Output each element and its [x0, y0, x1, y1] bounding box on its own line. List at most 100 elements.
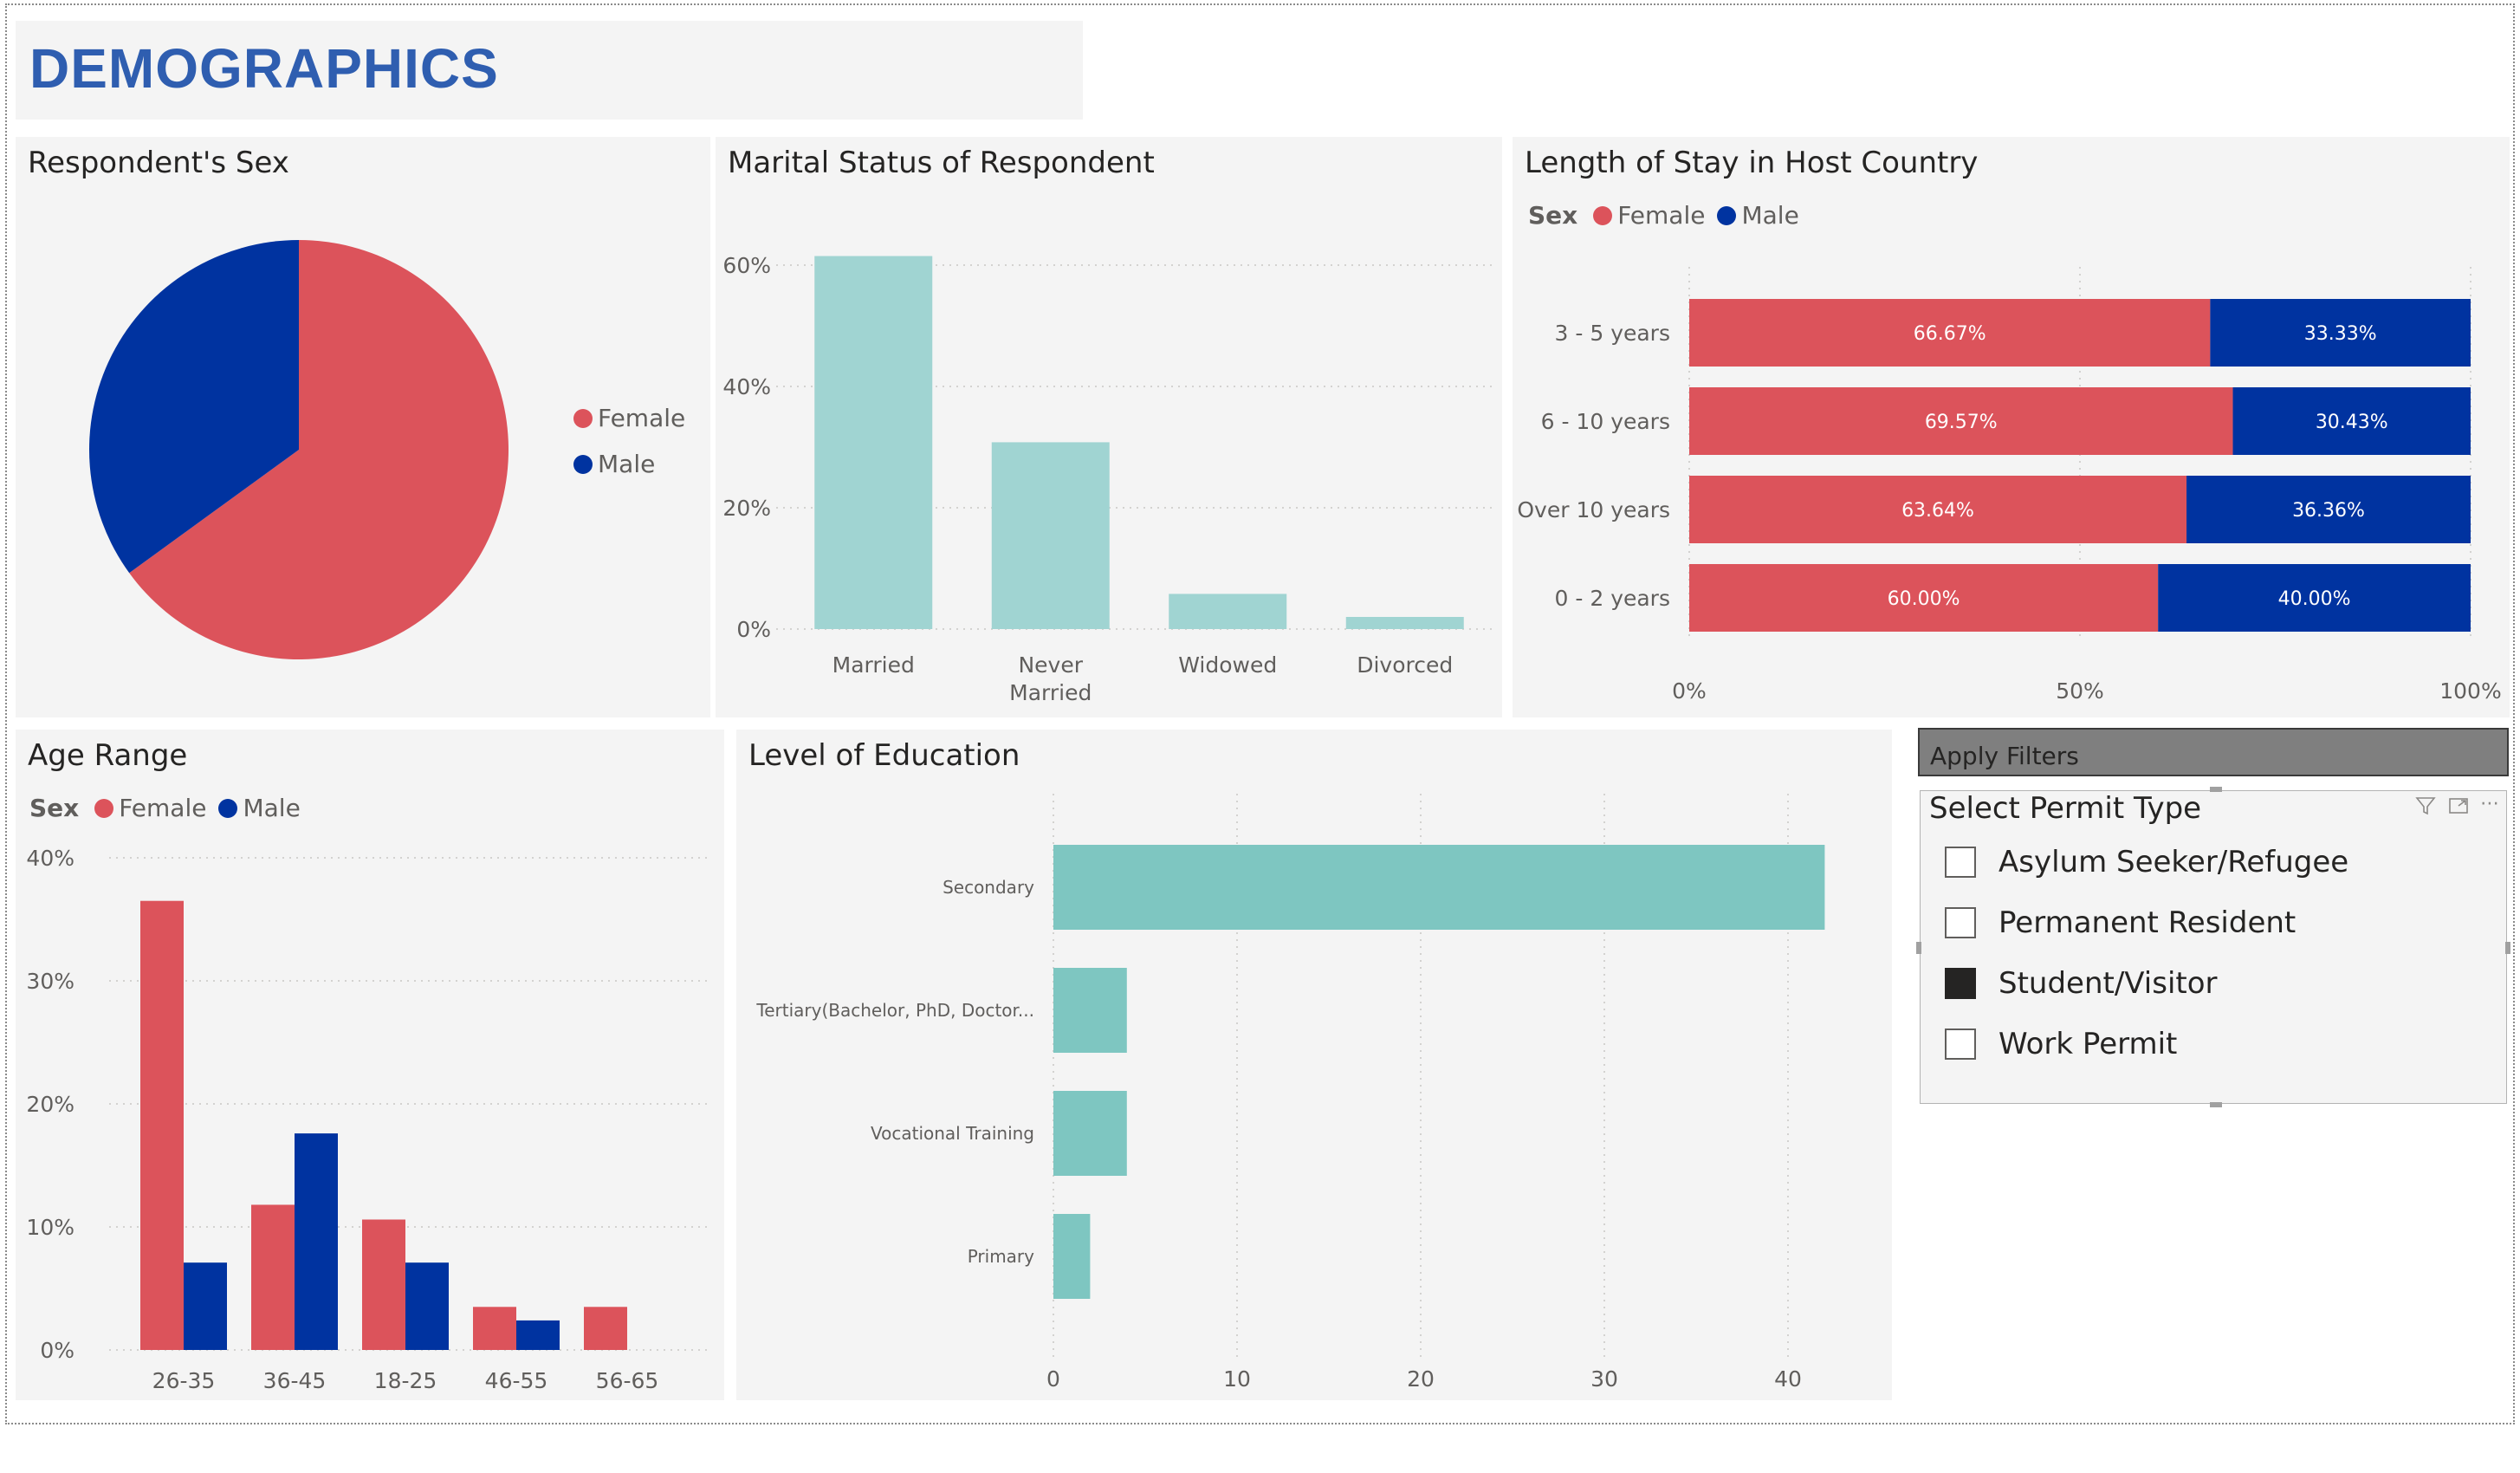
- legend-item-female[interactable]: Female: [94, 794, 206, 822]
- slicer-title: Select Permit Type: [1929, 791, 2202, 826]
- bar-segment-female[interactable]: [1689, 476, 2187, 543]
- bar-male-26-35[interactable]: [184, 1262, 227, 1350]
- bar-female-36-45[interactable]: [251, 1204, 295, 1350]
- bar-divorced[interactable]: [1345, 617, 1464, 629]
- bar-segment-male[interactable]: [2158, 564, 2471, 632]
- y-tick-label: 40%: [26, 846, 74, 871]
- bar-segment-female[interactable]: [1689, 387, 2233, 455]
- age-chart-title: Age Range: [28, 738, 188, 773]
- bar-segment-female[interactable]: [1689, 299, 2211, 367]
- slicer-option[interactable]: Permanent Resident: [1945, 905, 2296, 940]
- bar-male-46-55[interactable]: [516, 1320, 560, 1350]
- y-category-label: 3 - 5 years: [1555, 321, 1670, 346]
- legend-item-female[interactable]: Female: [1593, 201, 1705, 230]
- y-category-label: 0 - 2 years: [1555, 586, 1670, 611]
- resize-handle-bottom[interactable]: [2210, 1102, 2222, 1107]
- sex-pie-chart[interactable]: [16, 137, 710, 717]
- pie-slice-female[interactable]: [129, 240, 509, 660]
- marital-chart-panel[interactable]: Marital Status of Respondent 0% 20% 40% 60%…: [716, 137, 1502, 717]
- education-chart-panel[interactable]: Level of Education 0 10 20 30 40 Secondary Ter…: [736, 730, 1892, 1400]
- bar-female-56-65[interactable]: [584, 1307, 627, 1350]
- slicer-header-icons: ⋯: [2414, 795, 2499, 822]
- education-chart-title: Level of Education: [748, 738, 1020, 773]
- bar-segment-male[interactable]: [2186, 476, 2471, 543]
- female-color-dot: [94, 798, 114, 818]
- bar-education[interactable]: [1053, 968, 1127, 1053]
- age-chart-panel[interactable]: Age Range Sex Female Male 0% 10% 20% 30% 40%…: [16, 730, 724, 1400]
- age-clustered-bar-chart[interactable]: 0% 10% 20% 30% 40% 26-35 36-45 18-25 46-55 56-65: [16, 730, 724, 1400]
- stay-legend: Sex Female Male: [1528, 201, 1811, 230]
- slicer-option[interactable]: Asylum Seeker/Refugee: [1945, 845, 2348, 879]
- y-category-label: Primary: [968, 1246, 1034, 1267]
- age-legend-title: Sex: [29, 794, 80, 822]
- legend-label-male: Male: [243, 794, 301, 822]
- legend-label-female: Female: [1617, 201, 1706, 230]
- x-tick-label: 0: [1046, 1366, 1060, 1392]
- legend-label-female: Female: [119, 794, 207, 822]
- age-legend: Sex Female Male: [29, 794, 313, 822]
- focus-mode-icon[interactable]: [2447, 795, 2470, 822]
- page-title-panel: DEMOGRAPHICS: [16, 21, 1083, 120]
- filter-icon[interactable]: [2414, 795, 2437, 822]
- bar-female-18-25[interactable]: [362, 1219, 405, 1350]
- y-tick-label: 0%: [736, 617, 771, 642]
- checkbox[interactable]: [1945, 847, 1976, 878]
- slicer-option-label: Asylum Seeker/Refugee: [1999, 845, 2349, 879]
- x-category-label: Divorced: [1357, 652, 1453, 678]
- y-category-label: Vocational Training: [871, 1123, 1034, 1144]
- data-label: 30.43%: [2316, 412, 2388, 433]
- resize-handle-left[interactable]: [1916, 942, 1921, 954]
- legend-item-male[interactable]: Male: [573, 450, 655, 478]
- x-tick-label: 100%: [2439, 678, 2501, 704]
- slicer-option[interactable]: Student/Visitor: [1945, 966, 2218, 1001]
- bar-female-46-55[interactable]: [473, 1307, 516, 1350]
- y-tick-label: 10%: [26, 1215, 74, 1240]
- legend-item-female[interactable]: Female: [573, 404, 685, 432]
- stay-stacked-bar-chart[interactable]: 0% 50% 100% 3 - 5 years 66.67% 33.33% 6 - 10 y…: [1513, 137, 2510, 717]
- female-color-dot: [1593, 205, 1613, 225]
- bar-segment-male[interactable]: [2210, 299, 2471, 367]
- bar-male-36-45[interactable]: [295, 1133, 338, 1350]
- more-options-icon[interactable]: ⋯: [2480, 793, 2499, 814]
- y-tick-label: 30%: [26, 969, 74, 994]
- checkbox[interactable]: [1945, 1029, 1976, 1060]
- x-tick-label: 0%: [1672, 678, 1707, 704]
- sex-chart-panel[interactable]: Respondent's Sex Female Male: [16, 137, 710, 717]
- page-title: DEMOGRAPHICS: [29, 37, 499, 100]
- resize-handle-right[interactable]: [2505, 942, 2510, 954]
- bar-education[interactable]: [1053, 845, 1825, 930]
- y-category-label: Over 10 years: [1517, 497, 1670, 522]
- stay-chart-panel[interactable]: Length of Stay in Host Country Sex Femal…: [1513, 137, 2510, 717]
- data-label: 69.57%: [1925, 412, 1998, 433]
- bar-married[interactable]: [814, 256, 933, 630]
- bar-education[interactable]: [1053, 1214, 1091, 1299]
- data-label: 33.33%: [2304, 323, 2377, 345]
- x-category-label: Never: [1018, 652, 1083, 678]
- bar-never-married[interactable]: [991, 442, 1110, 629]
- permit-type-slicer[interactable]: Select Permit Type ⋯ Asylum Seeker/Refug…: [1916, 787, 2510, 1107]
- legend-item-male[interactable]: Male: [218, 794, 301, 822]
- education-bar-chart[interactable]: 0 10 20 30 40 Secondary Tertiary(Bachelor, PhD…: [736, 730, 1892, 1400]
- bar-segment-female[interactable]: [1689, 564, 2159, 632]
- x-category-label: Married: [1009, 680, 1092, 705]
- marital-chart-title: Marital Status of Respondent: [728, 146, 1155, 180]
- pie-slice-male[interactable]: [88, 240, 299, 574]
- resize-handle-top[interactable]: [2210, 787, 2222, 792]
- checkbox[interactable]: [1945, 968, 1976, 999]
- bar-female-26-35[interactable]: [140, 900, 184, 1350]
- checkbox[interactable]: [1945, 907, 1976, 938]
- bar-segment-male[interactable]: [2232, 387, 2471, 455]
- x-category-label: 18-25: [374, 1368, 437, 1393]
- y-category-label: Secondary: [943, 877, 1034, 898]
- bar-education[interactable]: [1053, 1091, 1127, 1176]
- slicer-option[interactable]: Work Permit: [1945, 1027, 2177, 1061]
- apply-filters-button[interactable]: Apply Filters: [1918, 728, 2509, 776]
- bar-male-18-25[interactable]: [405, 1262, 449, 1350]
- y-category-label: Tertiary(Bachelor, PhD, Doctor...: [755, 1000, 1034, 1021]
- bar-widowed[interactable]: [1169, 594, 1287, 629]
- data-label: 40.00%: [2278, 588, 2351, 610]
- slicer-option-label: Permanent Resident: [1999, 905, 2297, 940]
- legend-label-female: Female: [598, 404, 686, 432]
- legend-item-male[interactable]: Male: [1717, 201, 1799, 230]
